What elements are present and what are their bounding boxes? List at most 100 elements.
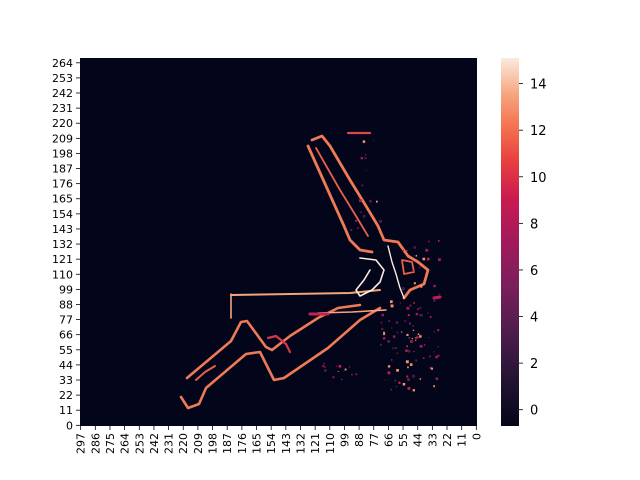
heatmap-speckle bbox=[405, 250, 408, 252]
heatmap-speckle bbox=[405, 360, 409, 364]
y-tick-label: 77 bbox=[59, 314, 73, 327]
colorbar-tick-label: 0 bbox=[530, 404, 538, 419]
y-tick-label: 231 bbox=[52, 102, 73, 115]
heatmap-speckle bbox=[383, 331, 385, 334]
heatmap-speckle bbox=[406, 306, 410, 310]
heatmap-speckle bbox=[396, 331, 399, 334]
heatmap-speckle bbox=[437, 346, 439, 348]
runway-notch bbox=[266, 334, 292, 354]
heatmap-speckle bbox=[382, 337, 386, 340]
heatmap-speckle bbox=[429, 316, 432, 318]
x-tick-label: 22 bbox=[441, 433, 454, 447]
heatmap-speckle bbox=[396, 386, 397, 388]
colorbar-tick-label: 14 bbox=[530, 78, 547, 93]
heatmap-speckle bbox=[410, 340, 413, 343]
x-tick-label: 33 bbox=[426, 433, 439, 447]
heatmap-speckle bbox=[423, 344, 426, 346]
heatmap-speckle bbox=[361, 184, 364, 187]
x-tick-label: 286 bbox=[89, 433, 102, 454]
heatmap-speckle bbox=[323, 362, 325, 365]
x-tick-label: 55 bbox=[397, 433, 410, 447]
heatmap-speckle bbox=[395, 321, 399, 324]
heatmap-speckle bbox=[407, 377, 409, 380]
heatmap-speckle bbox=[362, 215, 366, 218]
heatmap-speckle bbox=[384, 379, 386, 381]
heatmap-speckle bbox=[381, 313, 384, 317]
x-tick-label: 0 bbox=[470, 433, 483, 440]
y-tick-label: 198 bbox=[52, 147, 73, 160]
y-tick-label: 220 bbox=[52, 117, 73, 130]
terminal-square bbox=[401, 259, 415, 275]
upper-runway-left-edge bbox=[306, 144, 374, 254]
x-tick-label: 176 bbox=[236, 433, 249, 454]
heatmap-speckle bbox=[364, 157, 367, 160]
heatmap-speckle bbox=[413, 282, 416, 285]
heatmap-speckle bbox=[390, 388, 393, 391]
heatmap-speckle bbox=[390, 300, 393, 303]
y-tick-label: 209 bbox=[52, 132, 73, 145]
colorbar-tick-label: 10 bbox=[530, 171, 547, 186]
heatmap-speckle bbox=[415, 255, 418, 257]
x-tick-label: 44 bbox=[412, 433, 425, 447]
x-tick-label: 297 bbox=[75, 433, 88, 454]
heatmap-speckle bbox=[427, 257, 430, 261]
heatmap-speckle bbox=[419, 378, 422, 380]
heatmap-speckle bbox=[417, 307, 420, 310]
upper-runway-inner bbox=[315, 147, 369, 237]
heatmap-speckle bbox=[416, 334, 418, 336]
x-tick-label: 231 bbox=[163, 433, 176, 454]
x-axis: 297 286 275 264 253 242 231 220 209 198 187 176 165 1… bbox=[75, 426, 483, 454]
heatmap-speckle bbox=[407, 387, 411, 390]
heatmap-speckle bbox=[417, 333, 420, 335]
x-tick-label: 11 bbox=[456, 433, 469, 447]
heatmap-speckle bbox=[419, 306, 422, 309]
x-tick-label: 132 bbox=[294, 433, 307, 454]
heatmap-speckle bbox=[355, 219, 358, 222]
heatmap-speckle bbox=[433, 297, 436, 299]
x-tick-label: 165 bbox=[251, 433, 264, 454]
heatmap-speckle bbox=[406, 345, 408, 347]
y-tick-label: 143 bbox=[52, 223, 73, 236]
heatmap-speckle bbox=[362, 140, 366, 143]
colorbar-tick-label: 12 bbox=[530, 124, 547, 139]
heatmap-speckle bbox=[407, 349, 411, 353]
heatmap-speckle bbox=[401, 331, 403, 333]
y-tick-label: 44 bbox=[59, 359, 73, 372]
taxiway-lower bbox=[317, 309, 387, 314]
heatmap-speckle bbox=[387, 340, 391, 343]
heatmap-speckle bbox=[379, 219, 382, 223]
heatmap-speckle bbox=[413, 246, 416, 249]
heatmap-speckle bbox=[359, 199, 362, 203]
heatmap-speckle bbox=[381, 327, 384, 331]
heatmap-speckle bbox=[419, 344, 423, 348]
heatmap-speckle bbox=[335, 365, 337, 367]
x-tick-label: 154 bbox=[265, 433, 278, 454]
diagonal-runway-outline bbox=[179, 306, 382, 410]
heatmap-speckle bbox=[423, 357, 425, 359]
heatmap-speckle bbox=[433, 331, 435, 333]
heatmap-speckle bbox=[425, 248, 429, 252]
heatmap-speckle bbox=[360, 211, 362, 213]
x-tick-label: 187 bbox=[221, 433, 234, 454]
heatmap-speckle bbox=[388, 365, 391, 368]
heatmap-speckle bbox=[405, 349, 408, 352]
heatmap-speckle bbox=[337, 371, 339, 372]
heatmap-speckle bbox=[338, 365, 342, 368]
heatmap-speckle bbox=[433, 351, 435, 353]
y-tick-label: 253 bbox=[52, 72, 73, 85]
x-tick-label: 110 bbox=[324, 433, 337, 454]
heatmap-speckle bbox=[376, 200, 378, 203]
heatmap-speckle bbox=[324, 369, 327, 372]
heatmap-speckle bbox=[391, 359, 393, 361]
heatmap-speckle bbox=[394, 379, 397, 382]
heatmap-speckle bbox=[396, 352, 398, 354]
heatmap-speckle bbox=[322, 365, 325, 368]
heatmap-speckle bbox=[369, 199, 372, 203]
y-tick-label: 132 bbox=[52, 238, 73, 251]
x-tick-label: 88 bbox=[353, 433, 366, 447]
heatmap-speckle bbox=[433, 385, 435, 388]
heatmap-speckle bbox=[390, 303, 392, 305]
heatmap-speckle bbox=[412, 374, 415, 378]
heatmap-speckle bbox=[406, 333, 409, 336]
